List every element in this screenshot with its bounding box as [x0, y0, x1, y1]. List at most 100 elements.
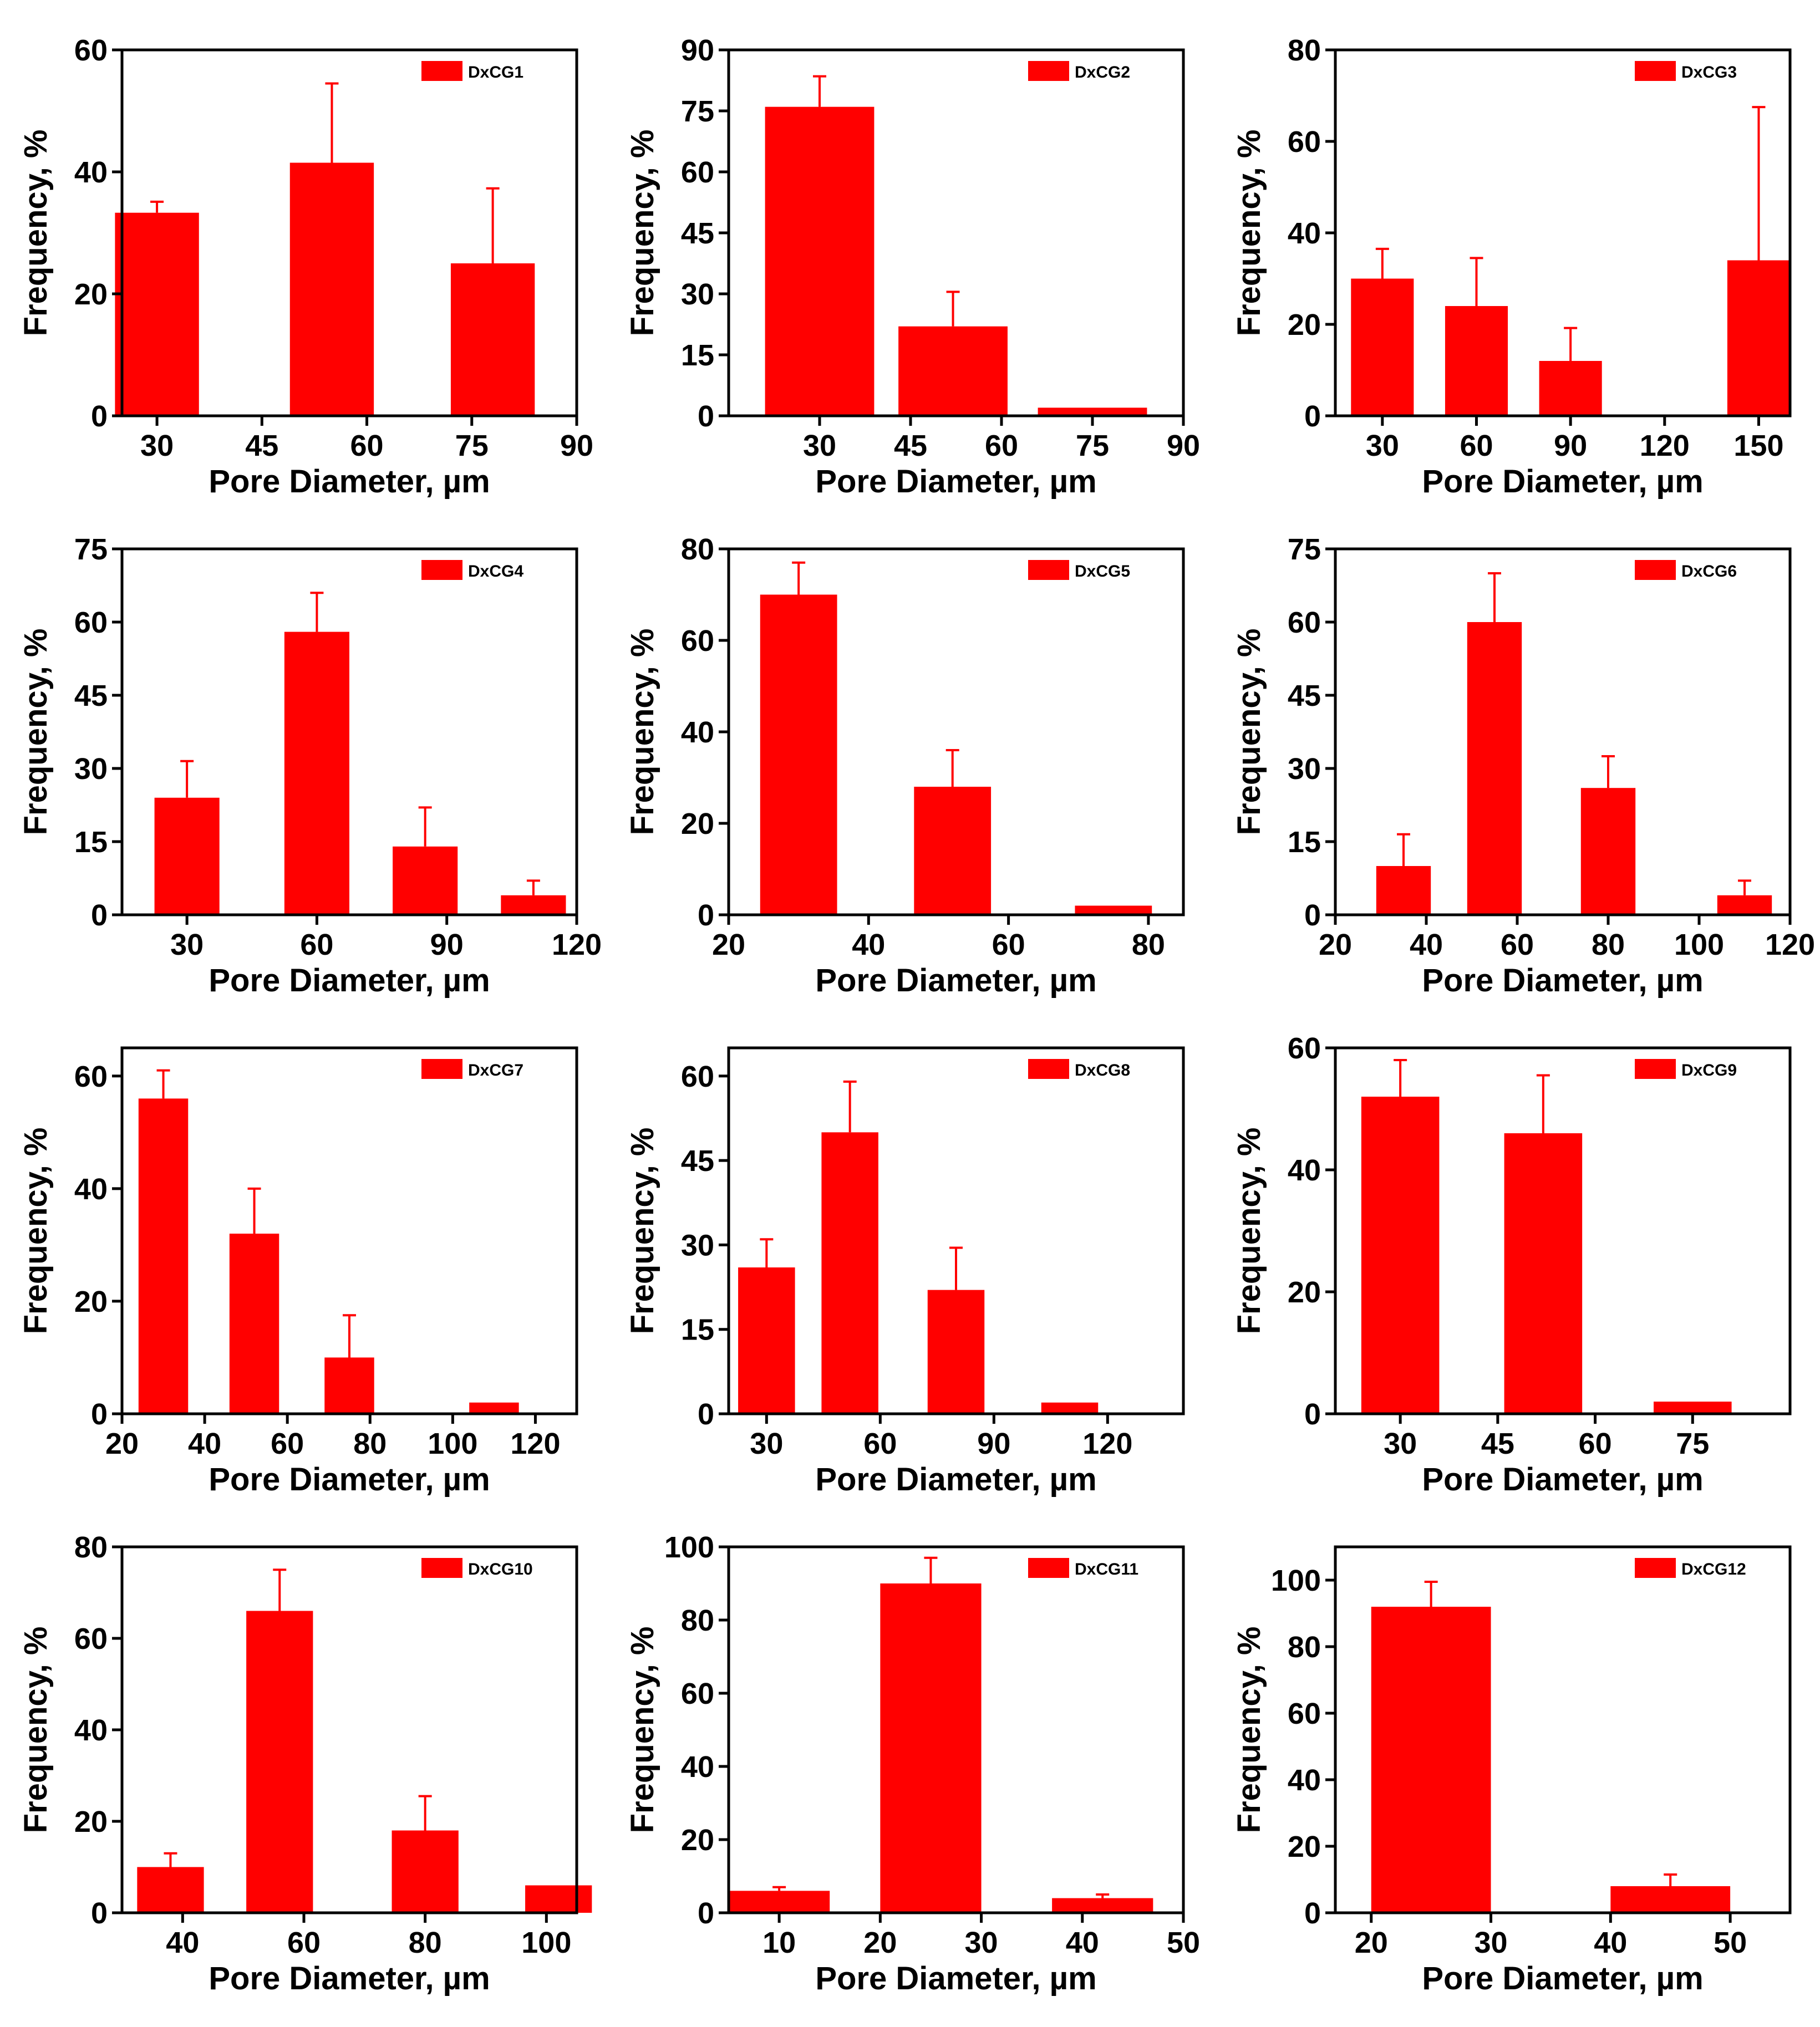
legend-label: DxCG1 [468, 63, 523, 82]
y-tick-label: 20 [74, 278, 108, 311]
x-tick-label: 100 [428, 1427, 477, 1460]
bar [914, 787, 992, 915]
chart-svg: 0 20 40 60 80 100 10 20 30 40 50 Pore Diameter, µm F… [624, 1531, 1200, 1997]
bar [1654, 1402, 1732, 1414]
x-tick-label: 150 [1733, 429, 1783, 462]
y-tick-label: 40 [681, 1750, 714, 1784]
bar [1539, 361, 1602, 416]
plot-frame [120, 1046, 578, 1415]
y-tick-label: 40 [74, 156, 108, 189]
chart-panel-9: 0 20 40 60 30 45 60 75 Pore Diameter, µm Frequenc… [1213, 998, 1820, 1498]
y-tick-label: 30 [74, 752, 108, 786]
x-tick-label: 10 [762, 1926, 796, 1959]
y-tick-label: 0 [91, 1897, 108, 1930]
bar [393, 846, 458, 915]
y-tick-label: 60 [1288, 1032, 1321, 1065]
x-axis-label: Pore Diameter, µm [1422, 464, 1703, 499]
x-tick-label: 100 [521, 1926, 571, 1959]
bar [229, 1234, 279, 1414]
legend-label: DxCG8 [1075, 1061, 1130, 1079]
y-tick-label: 0 [1304, 1897, 1321, 1930]
chart-svg: 0 20 40 60 30 45 60 75 90 Pore Diameter, µm Freque… [18, 34, 593, 500]
x-tick-label: 50 [1167, 1926, 1200, 1959]
y-tick-label: 20 [1288, 308, 1321, 342]
x-tick-label: 20 [105, 1427, 139, 1460]
y-tick-label: 60 [74, 606, 108, 639]
chart-panel-12: 0 20 40 60 80 100 20 30 40 50 Pore Diameter, µm Fre… [1213, 1497, 1820, 1997]
bar [1610, 1886, 1731, 1913]
bar [1041, 1402, 1099, 1414]
legend-swatch [1028, 61, 1069, 81]
legend-swatch [421, 1558, 462, 1578]
x-tick-label: 60 [985, 429, 1018, 462]
bar [450, 263, 535, 416]
y-tick-label: 80 [1288, 1631, 1321, 1664]
x-axis-label: Pore Diameter, µm [815, 962, 1096, 998]
bar [469, 1402, 519, 1414]
legend-label: DxCG9 [1681, 1061, 1737, 1079]
y-tick-label: 0 [1304, 899, 1321, 932]
x-axis-label: Pore Diameter, µm [815, 464, 1096, 499]
bar [501, 895, 566, 915]
chart-svg: 0 15 30 45 60 75 30 60 90 120 Pore Diameter, µm Fre… [18, 533, 602, 999]
plot-frame [120, 48, 578, 417]
x-tick-label: 40 [166, 1926, 199, 1959]
y-axis-label: Frequency, % [624, 629, 660, 836]
x-tick-label: 20 [863, 1926, 897, 1959]
x-tick-label: 120 [552, 928, 602, 961]
chart-svg: 0 20 40 60 80 40 60 80 100 Pore Diameter, µm Frequ… [18, 1531, 592, 1997]
chart-panel-1: 0 20 40 60 30 45 60 75 90 Pore Diameter, µm Freque… [0, 0, 607, 500]
plot-frame [727, 1545, 1185, 1914]
legend-swatch [1635, 1059, 1676, 1079]
y-axis-label: Frequency, % [18, 1627, 54, 1834]
x-tick-label: 80 [353, 1427, 387, 1460]
legend-swatch [421, 560, 462, 580]
legend-label: DxCG10 [468, 1560, 533, 1578]
chart-panel-5: 0 20 40 60 80 20 40 60 80 Pore Diameter, µm Freque… [607, 499, 1213, 999]
y-tick-label: 75 [681, 95, 714, 128]
y-axis-label: Frequency, % [1231, 629, 1267, 836]
legend-label: DxCG5 [1075, 562, 1130, 580]
x-axis-label: Pore Diameter, µm [1422, 962, 1703, 998]
x-tick-label: 120 [1082, 1427, 1132, 1460]
y-tick-label: 45 [681, 1144, 714, 1178]
bar [1445, 306, 1508, 416]
bar [246, 1611, 313, 1913]
y-tick-label: 40 [681, 716, 714, 749]
y-tick-label: 75 [1288, 533, 1321, 566]
y-tick-label: 15 [681, 339, 714, 372]
legend-label: DxCG7 [468, 1061, 523, 1079]
y-tick-label: 30 [681, 278, 714, 311]
x-tick-label: 80 [1132, 928, 1165, 961]
x-tick-label: 30 [1384, 1427, 1417, 1460]
bar [765, 106, 875, 416]
x-tick-label: 40 [852, 928, 885, 961]
bar [1717, 895, 1772, 915]
x-tick-label: 80 [1592, 928, 1625, 961]
legend-label: DxCG2 [1075, 63, 1130, 82]
x-tick-label: 60 [350, 429, 383, 462]
chart-panel-7: 0 20 40 60 20 40 60 80 100 120 Pore Diameter, µm Fr… [0, 998, 607, 1498]
y-tick-label: 20 [1288, 1830, 1321, 1863]
y-tick-label: 40 [1288, 1764, 1321, 1797]
bar [1351, 278, 1414, 416]
x-tick-label: 60 [287, 1926, 321, 1959]
x-tick-label: 75 [1076, 429, 1109, 462]
bar [729, 1891, 830, 1913]
y-tick-label: 40 [74, 1173, 108, 1206]
x-tick-label: 30 [1474, 1926, 1507, 1959]
bar [898, 326, 1008, 416]
plot-frame [727, 1046, 1185, 1415]
chart-svg: 0 15 30 45 60 75 90 30 45 60 75 90 Pore Diameter, µm… [624, 34, 1200, 500]
bar [137, 1867, 204, 1913]
x-axis-label: Pore Diameter, µm [1422, 1960, 1703, 1996]
legend-label: DxCG3 [1681, 63, 1737, 82]
x-tick-label: 40 [1066, 1926, 1099, 1959]
x-tick-label: 50 [1714, 1926, 1747, 1959]
x-tick-label: 40 [188, 1427, 221, 1460]
plot-frame [1334, 1545, 1792, 1914]
bar [154, 797, 220, 915]
x-axis-label: Pore Diameter, µm [1422, 1461, 1703, 1497]
